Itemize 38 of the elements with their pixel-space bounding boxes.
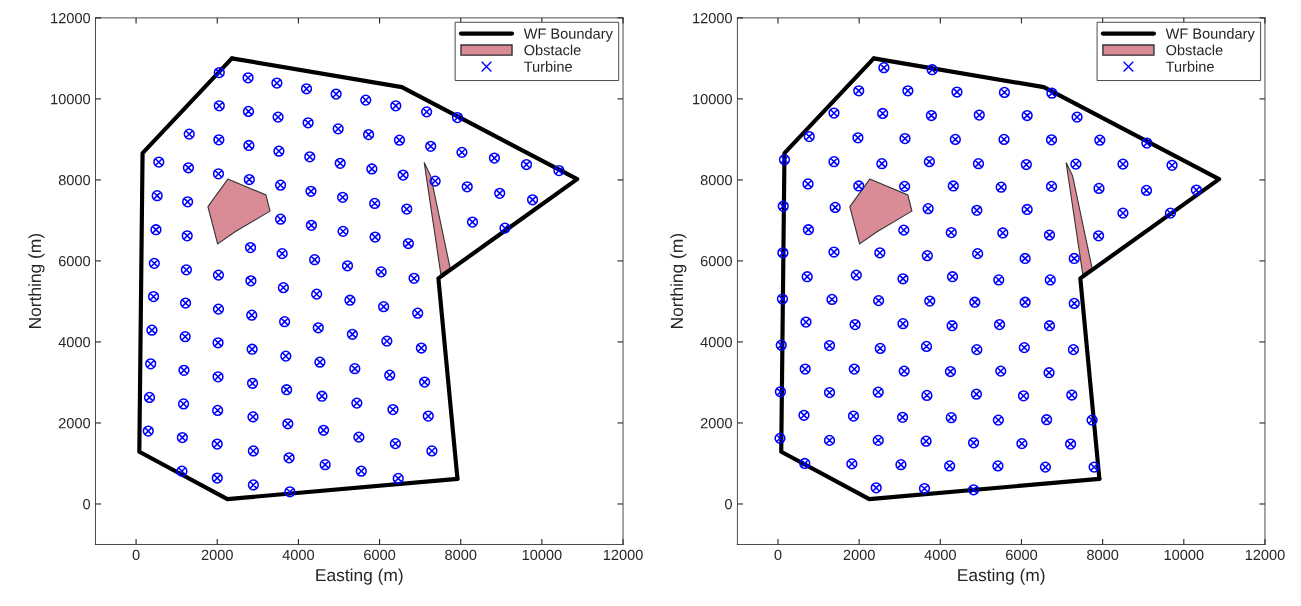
x-tick-label: 4000 [282,549,315,561]
x-tick-label: 8000 [1087,549,1119,561]
x-tick-label: 10000 [522,549,562,561]
x-tick-label: 6000 [1006,549,1038,561]
y-tick-label: 12000 [693,12,732,24]
x-tick-label: 2000 [843,549,875,561]
legend-label: Turbine [1165,61,1214,72]
x-tick-label: 0 [132,549,140,561]
y-tick-label: 4000 [58,337,91,348]
y-tick-label: 2000 [58,418,91,429]
x-tick-label: 12000 [603,549,643,561]
y-tick-label: 2000 [700,418,732,429]
y-tick-label: 0 [83,499,91,510]
legend-label: WF Boundary [1165,28,1255,42]
x-tick-label: 10000 [1164,549,1204,561]
y-tick-label: 8000 [700,175,732,186]
legend-label: Obstacle [524,44,581,56]
x-tick-label: 0 [774,549,782,561]
legend-label: Obstacle [1166,44,1223,56]
y-tick-label: 0 [725,499,732,510]
x-tick-label: 4000 [924,549,956,561]
y-tick-label: 6000 [58,256,91,267]
y-tick-label: 10000 [51,94,91,105]
x-tick-label: 8000 [445,549,477,561]
y-tick-label: 12000 [51,12,91,24]
y-tick-label: 6000 [700,256,732,267]
x-axis-title: Easting (m) [316,568,403,585]
y-axis-title: Northing (m) [28,234,45,328]
y-tick-label: 8000 [58,175,91,186]
x-tick-label: 6000 [364,549,396,561]
y-axis-title: Northing (m) [670,234,687,328]
x-tick-label: 12000 [1245,549,1285,561]
y-tick-label: 4000 [700,337,732,348]
legend-label: Turbine [524,61,572,72]
y-tick-label: 10000 [693,94,732,105]
x-tick-label: 2000 [201,549,233,561]
legend-label: WF Boundary [523,28,613,42]
x-axis-title: Easting (m) [958,568,1045,585]
